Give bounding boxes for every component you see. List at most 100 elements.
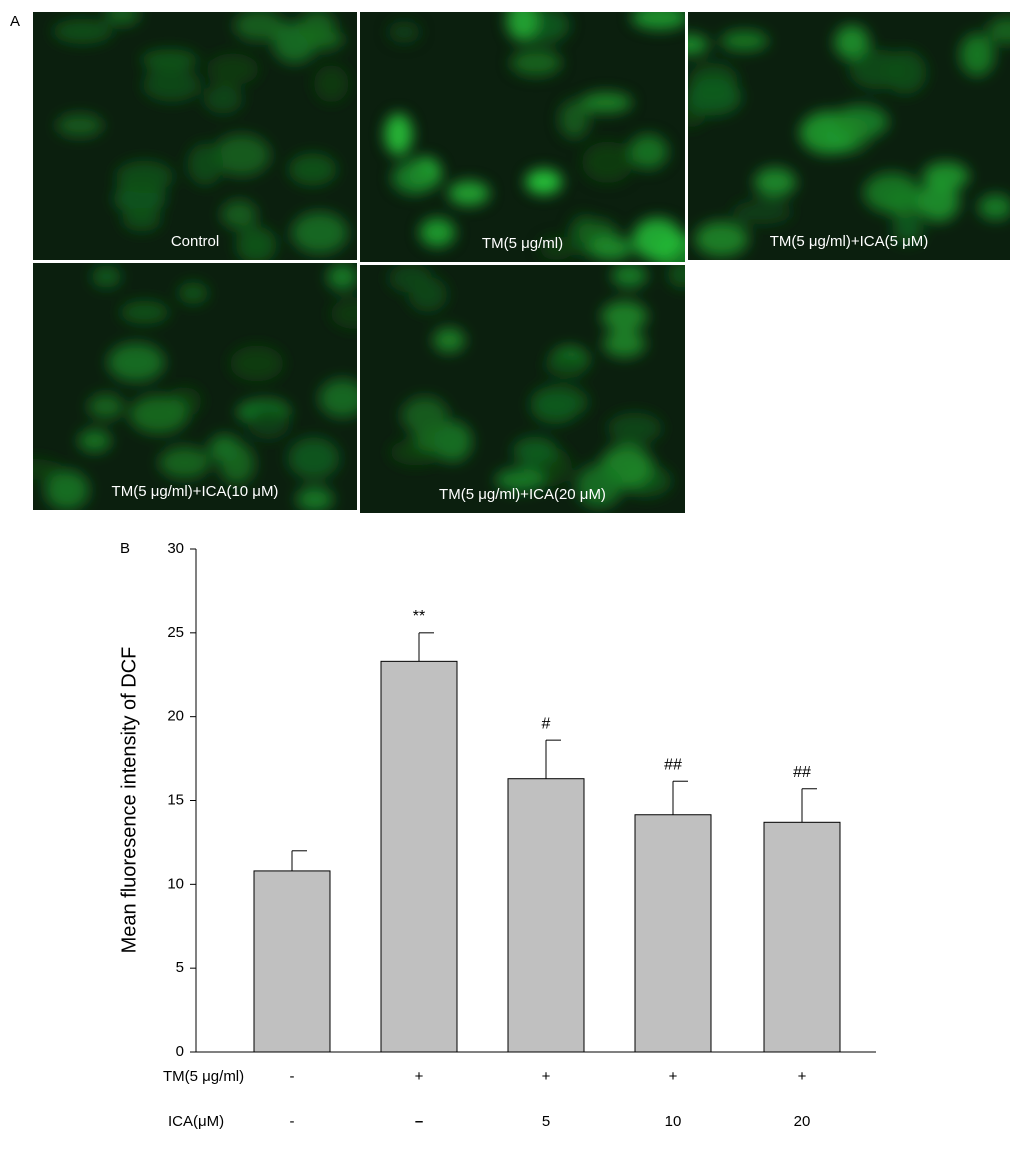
cell — [611, 265, 648, 288]
cell — [291, 211, 348, 254]
cell — [178, 282, 209, 305]
cell — [141, 49, 199, 71]
cell — [582, 141, 634, 184]
y-tick-label: 0 — [176, 1043, 184, 1060]
cell — [206, 53, 259, 86]
cell — [158, 446, 211, 479]
cell — [330, 298, 357, 329]
cell — [754, 167, 797, 198]
cell — [187, 143, 223, 186]
x-tick-label: + — [415, 1068, 424, 1085]
bar — [507, 778, 585, 1053]
cells — [388, 265, 685, 508]
cell — [91, 265, 122, 288]
cell — [834, 25, 870, 60]
x-tick-label: 5 — [542, 1113, 550, 1130]
cell — [234, 12, 285, 41]
cell — [632, 217, 683, 262]
caption: Control — [171, 233, 219, 250]
cell — [56, 113, 104, 138]
cell — [987, 16, 1010, 45]
caption: TM(5 μg/ml) — [482, 235, 563, 252]
x-tick-label: + — [542, 1068, 551, 1085]
bar — [380, 660, 458, 1053]
cell — [319, 378, 357, 418]
cell — [688, 34, 709, 55]
x-tick-label: – — [415, 1113, 423, 1130]
cell — [512, 436, 558, 466]
cell — [510, 49, 562, 77]
cell — [892, 215, 924, 244]
cell — [978, 194, 1010, 221]
cell — [388, 265, 432, 293]
cell — [247, 406, 290, 440]
annotation: # — [542, 715, 551, 732]
cell — [576, 464, 623, 508]
cell — [588, 236, 633, 261]
cell — [448, 180, 490, 206]
cell — [530, 390, 580, 425]
bar — [634, 814, 712, 1053]
y-tick-label: 30 — [167, 540, 184, 557]
cell — [384, 113, 413, 156]
annotation: ** — [413, 608, 425, 625]
cell — [107, 342, 165, 382]
cell — [388, 21, 420, 44]
cell — [230, 345, 284, 382]
cells — [52, 12, 349, 260]
cell — [296, 486, 334, 510]
cell — [419, 218, 456, 248]
cell — [129, 395, 189, 434]
cell — [631, 12, 685, 30]
cell — [290, 28, 345, 51]
cell — [506, 12, 538, 42]
row-label: TM(5 μg/ml) — [163, 1068, 244, 1085]
cell — [219, 442, 255, 485]
y-tick-label: 20 — [167, 708, 184, 725]
x-tick-label: 20 — [794, 1113, 811, 1130]
cell — [832, 105, 889, 139]
cell — [544, 353, 588, 377]
row-label: ICA(μM) — [168, 1113, 224, 1130]
y-axis-label: Mean fluoresence intensity of DCF — [118, 647, 140, 954]
cell — [120, 300, 169, 324]
cell — [288, 437, 340, 480]
cell — [603, 330, 646, 358]
cell — [115, 160, 174, 193]
cell — [52, 18, 113, 44]
caption: TM(5 μg/ml)+ICA(20 μM) — [439, 486, 606, 503]
cell — [732, 200, 792, 225]
cell — [433, 327, 466, 353]
cells — [384, 12, 685, 262]
cell — [391, 160, 437, 195]
cell — [667, 265, 685, 288]
x-tick-label: - — [290, 1068, 295, 1085]
cell — [144, 67, 185, 98]
cell — [525, 169, 562, 195]
cell — [203, 84, 243, 114]
cell — [688, 78, 742, 116]
y-tick-label: 5 — [176, 959, 184, 976]
cell — [917, 181, 960, 222]
cell — [849, 49, 907, 90]
bar — [253, 870, 331, 1053]
caption: TM(5 μg/ml)+ICA(10 μM) — [112, 483, 279, 500]
cell — [601, 300, 648, 332]
cell — [313, 64, 349, 103]
cell — [33, 458, 62, 480]
y-tick-label: 25 — [167, 624, 184, 641]
cell — [288, 153, 337, 186]
x-tick-label: 10 — [665, 1113, 682, 1130]
x-tick-label: + — [669, 1068, 678, 1085]
cell — [87, 393, 124, 420]
annotation: ## — [664, 756, 682, 773]
cell — [559, 100, 590, 139]
cell — [122, 207, 161, 232]
cell — [495, 468, 545, 492]
y-tick-label: 10 — [167, 875, 184, 892]
panel-label: B — [120, 540, 130, 557]
cell — [580, 92, 633, 113]
x-tick-label: + — [798, 1068, 807, 1085]
